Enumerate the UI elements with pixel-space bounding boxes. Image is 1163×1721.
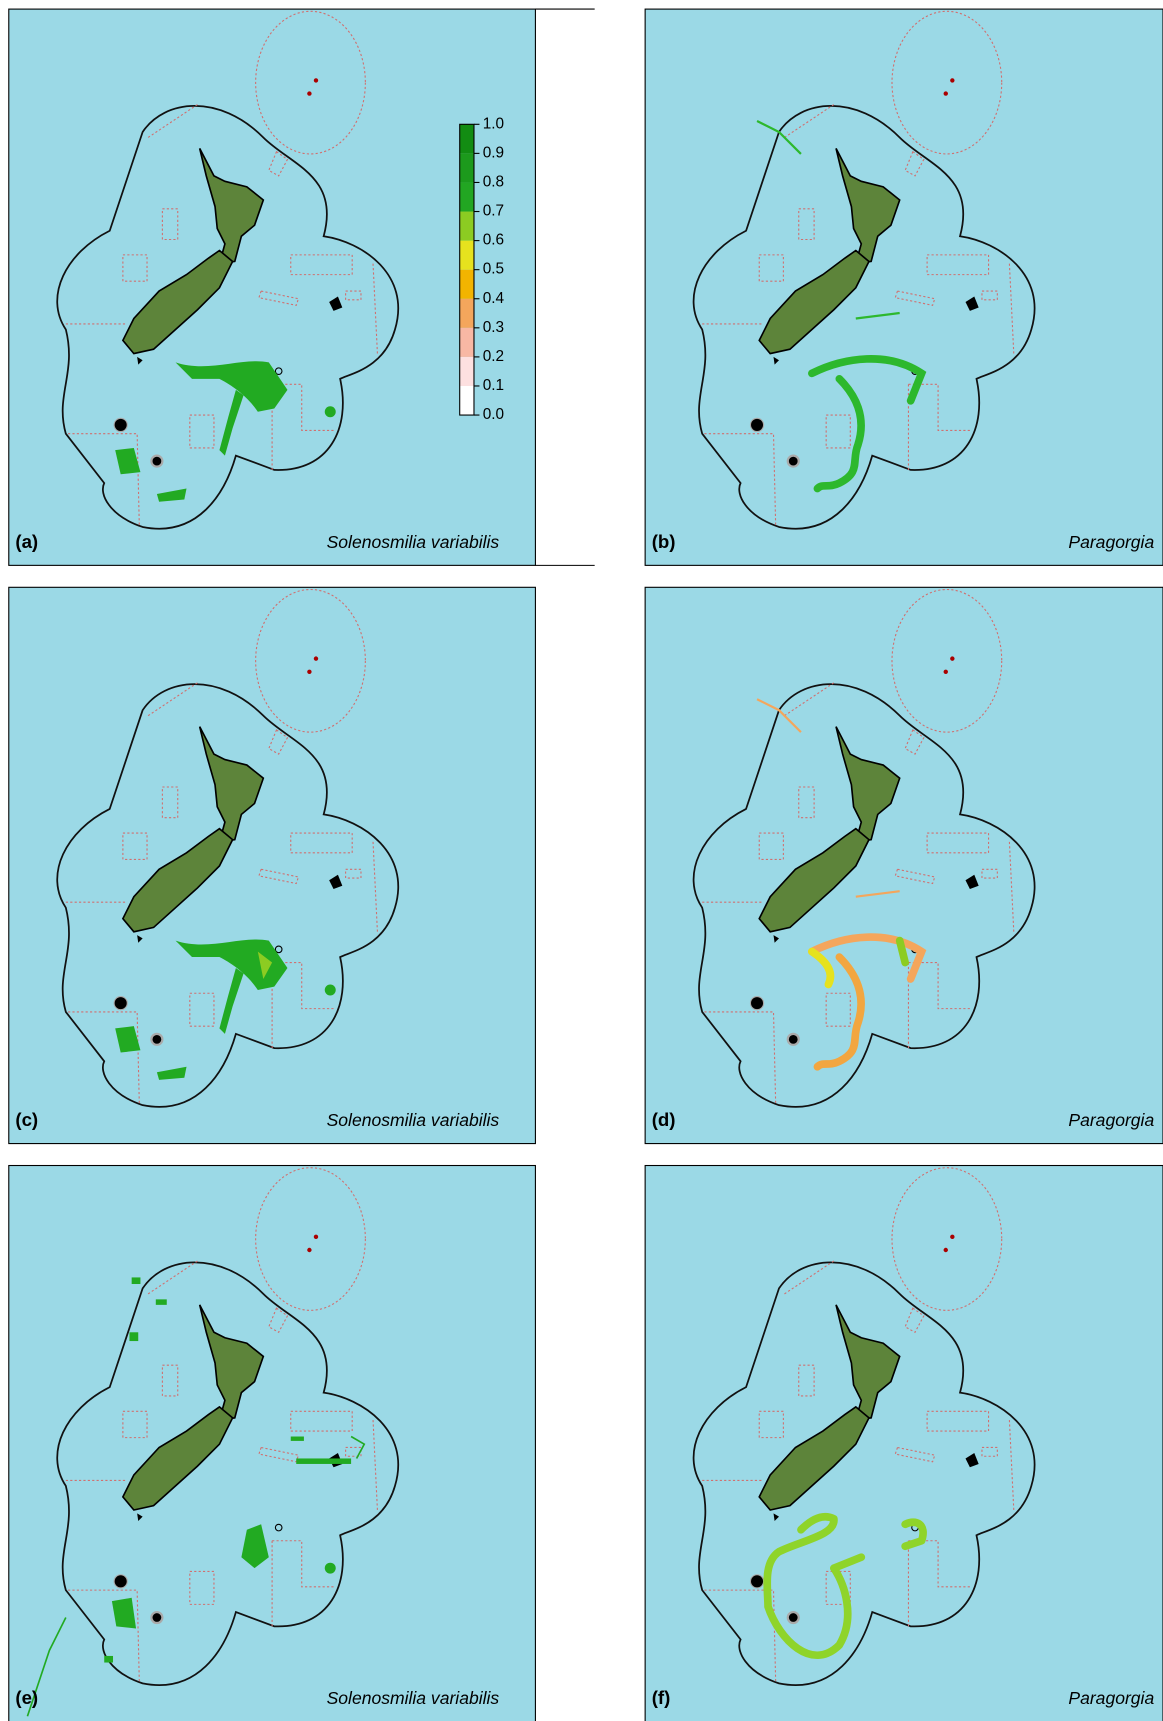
panel-c: (c) Solenosmilia variabilis xyxy=(8,586,536,1145)
panel-label: (b) xyxy=(652,531,676,552)
panel-label: (a) xyxy=(15,531,38,552)
species-name: Solenosmilia variabilis xyxy=(327,532,500,552)
panel-b: (b) Paragorgia xyxy=(644,8,1163,566)
panel-d: (d) Paragorgia xyxy=(644,586,1163,1145)
legend-swatch xyxy=(459,211,474,241)
legend-tick-label: 1.0 xyxy=(483,115,504,132)
legend-tick-label: 0.5 xyxy=(483,261,504,278)
panel-label: (c) xyxy=(15,1109,38,1130)
panel-label: (d) xyxy=(652,1109,676,1130)
species-name: Paragorgia xyxy=(1068,532,1154,552)
panel-a: 0.0 0.1 0.2 0.3 0.4 0.5 0.6 0.7 0.8 0.9 1.0 (a) So… xyxy=(8,8,595,566)
legend-swatch xyxy=(459,124,474,154)
legend: 0.0 0.1 0.2 0.3 0.4 0.5 0.6 0.7 0.8 0.9 1.0 xyxy=(459,115,505,423)
legend-tick-label: 0.6 xyxy=(483,232,504,249)
species-name: Paragorgia xyxy=(1068,1110,1154,1130)
panel-e: (e) Solenosmilia variabilis xyxy=(8,1164,536,1721)
legend-tick-label: 0.7 xyxy=(483,203,504,220)
legend-swatch xyxy=(459,240,474,270)
species-name: Solenosmilia variabilis xyxy=(327,1110,500,1130)
species-name: Paragorgia xyxy=(1068,1688,1154,1708)
legend-tick-label: 0.4 xyxy=(483,290,505,307)
legend-tick-label: 0.8 xyxy=(483,174,504,191)
panel-label: (f) xyxy=(652,1687,671,1708)
legend-swatch xyxy=(459,153,474,183)
legend-tick-label: 0.9 xyxy=(483,144,504,161)
legend-tick-label: 0.2 xyxy=(483,348,504,365)
legend-swatch xyxy=(459,385,474,416)
legend-swatch xyxy=(459,269,474,299)
legend-swatch xyxy=(459,298,474,328)
legend-tick-label: 0.0 xyxy=(483,406,504,423)
panel-f: (f) Paragorgia xyxy=(644,1164,1163,1721)
panel-label: (e) xyxy=(15,1687,38,1708)
legend-swatch xyxy=(459,182,474,212)
legend-tick-label: 0.3 xyxy=(483,319,504,336)
legend-swatch xyxy=(459,356,474,386)
legend-swatch xyxy=(459,327,474,357)
species-name: Solenosmilia variabilis xyxy=(327,1688,500,1708)
legend-tick-label: 0.1 xyxy=(483,377,504,394)
